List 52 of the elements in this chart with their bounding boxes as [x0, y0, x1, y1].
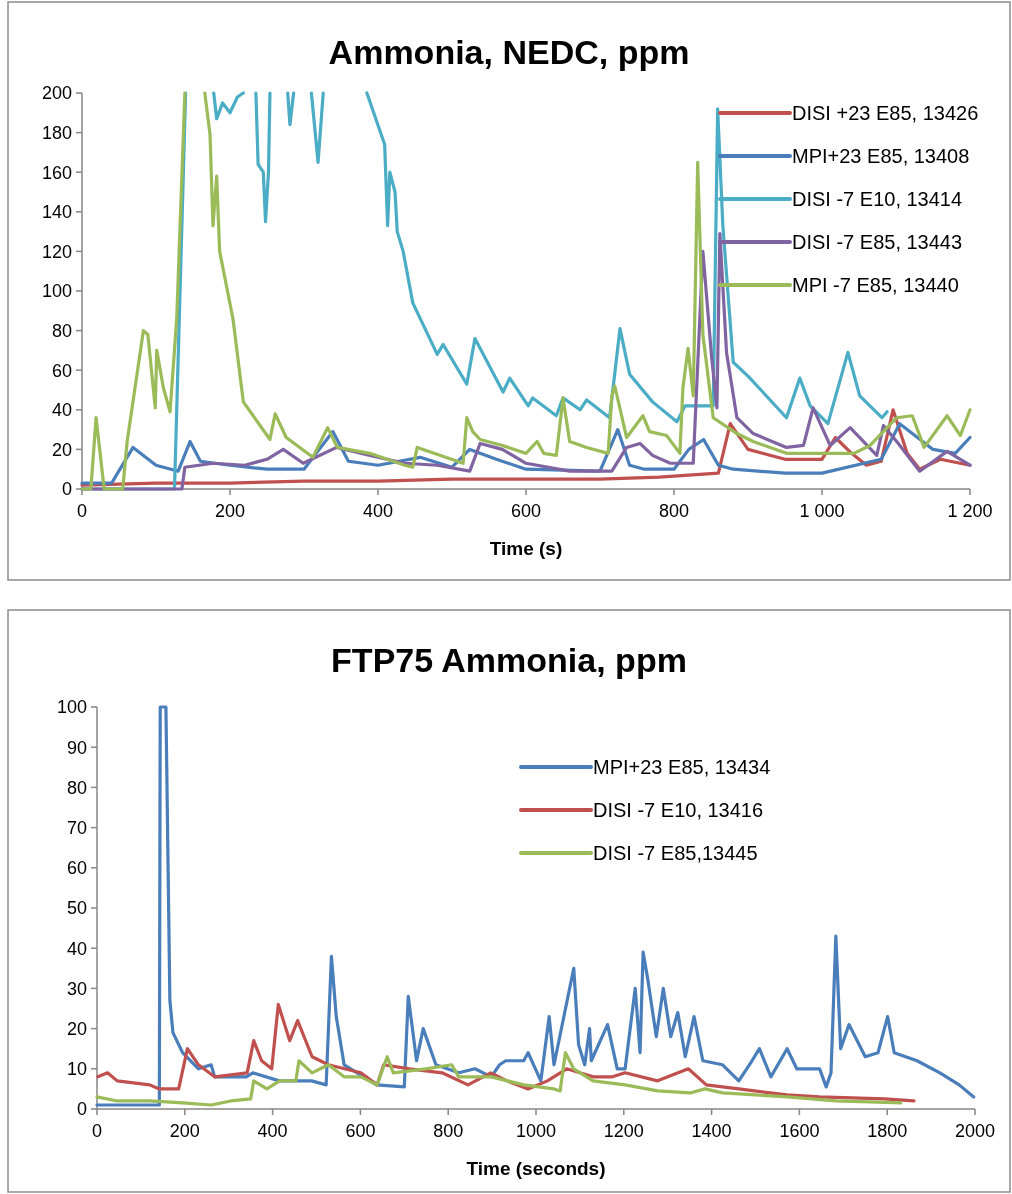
chart-title: FTP75 Ammonia, ppm	[331, 641, 687, 679]
y-tick-label: 60	[66, 858, 87, 879]
chart-title: Ammonia, NEDC, ppm	[328, 33, 690, 71]
x-tick-label: 400	[257, 1121, 288, 1141]
y-tick-label: 80	[66, 777, 87, 798]
x-tick-label: 1200	[603, 1121, 644, 1141]
y-tick-label: 0	[61, 479, 72, 500]
line-series	[95, 1051, 903, 1107]
x-tick-label: 200	[169, 1121, 200, 1141]
legend-label: MPI+23 E85, 13434	[593, 756, 771, 778]
y-tick-label: 30	[66, 978, 87, 999]
x-tick-label: 200	[214, 501, 246, 521]
y-tick-label: 180	[41, 122, 72, 143]
legend-label: DISI -7 E10, 13416	[593, 799, 764, 821]
y-tick-label: 160	[41, 162, 72, 183]
y-tick-label: 100	[41, 281, 72, 302]
y-tick-label: 200	[41, 83, 72, 104]
x-tick-label: 800	[658, 501, 690, 521]
y-tick-label: 60	[51, 360, 72, 381]
x-tick-label: 600	[345, 1121, 376, 1141]
y-tick-label: 100	[56, 697, 87, 718]
x-tick-label: 1000	[515, 1121, 557, 1141]
legend-label: DISI +23 E85, 13426	[792, 102, 979, 124]
x-tick-label: 1 000	[799, 501, 845, 521]
y-tick-label: 140	[41, 202, 72, 223]
legend-label: DISI -7 E85, 13443	[792, 231, 963, 253]
x-tick-label: 800	[433, 1121, 464, 1141]
y-tick-label: 0	[76, 1099, 87, 1120]
y-tick-label: 50	[66, 898, 87, 919]
y-tick-label: 90	[66, 737, 87, 758]
legend-label: DISI -7 E85,13445	[593, 842, 758, 864]
y-tick-label: 80	[51, 320, 72, 341]
y-tick-label: 40	[51, 400, 72, 421]
x-tick-label: 1400	[691, 1121, 732, 1141]
y-tick-label: 20	[51, 439, 72, 460]
y-tick-label: 70	[66, 817, 87, 838]
x-tick-label: 2000	[954, 1121, 996, 1141]
y-tick-label: 120	[41, 241, 72, 262]
x-tick-label: 0	[91, 1121, 103, 1141]
x-tick-label: 1 200	[947, 501, 993, 521]
legend-label: DISI -7 E10, 13414	[792, 188, 963, 210]
x-tick-label: 1800	[867, 1121, 908, 1141]
x-tick-label: 400	[362, 501, 394, 521]
x-tick-label: 1600	[779, 1121, 820, 1141]
y-tick-label: 10	[66, 1059, 87, 1080]
legend-label: MPI -7 E85, 13440	[792, 274, 959, 296]
x-axis-title: Time (seconds)	[466, 1158, 606, 1179]
legend-label: MPI+23 E85, 13408	[792, 145, 970, 167]
x-tick-label: 600	[510, 501, 542, 521]
y-tick-label: 40	[66, 938, 87, 959]
y-tick-label: 20	[66, 1018, 87, 1039]
x-axis-title: Time (s)	[489, 538, 563, 559]
